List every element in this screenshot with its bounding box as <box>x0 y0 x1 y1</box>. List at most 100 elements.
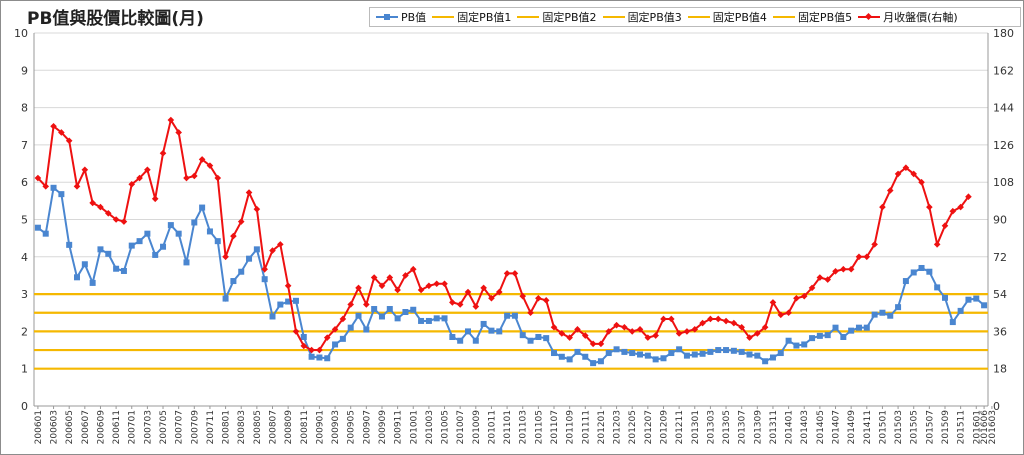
pb-point <box>613 346 620 353</box>
price-point <box>245 189 253 196</box>
pb-point <box>644 352 651 359</box>
pb-point <box>464 328 471 335</box>
y-left-tick-label: 9 <box>21 64 28 77</box>
x-tick-label: 201409 <box>847 410 857 445</box>
price-point <box>104 209 112 217</box>
x-tick-label: 201209 <box>659 410 669 445</box>
pb-point <box>965 296 972 303</box>
x-tick-label: 201207 <box>644 410 654 444</box>
legend-item: 固定PB值3 <box>602 9 682 25</box>
x-tick-label: 200609 <box>96 410 106 445</box>
x-tick-label: 201411 <box>863 410 873 444</box>
price-point <box>50 122 57 130</box>
x-tick-label: 201109 <box>566 410 576 445</box>
price-point <box>402 272 409 279</box>
price-point <box>816 274 824 281</box>
pb-point <box>128 242 135 249</box>
price-point <box>949 207 957 215</box>
pb-point <box>887 312 894 319</box>
legend-label: 固定PB值2 <box>542 11 597 24</box>
price-point <box>527 309 534 317</box>
pb-point <box>816 332 823 339</box>
pb-point <box>42 230 49 237</box>
pb-point <box>230 278 237 285</box>
price-point <box>136 174 143 182</box>
legend-label: 固定PB值5 <box>797 11 853 24</box>
price-point <box>675 330 683 337</box>
price-point <box>722 317 730 325</box>
price-point <box>237 218 245 225</box>
pb-point <box>410 306 417 313</box>
price-point <box>409 265 417 273</box>
y-left-tick-label: 8 <box>21 102 28 115</box>
x-tick-label: 200709 <box>190 410 200 445</box>
price-point <box>65 137 73 145</box>
pb-point <box>691 351 698 358</box>
pb-point <box>793 342 800 349</box>
price-point <box>464 288 472 296</box>
x-tick-label: 201205 <box>628 410 638 444</box>
legend-label: 固定PB值3 <box>627 11 682 24</box>
x-tick-label: 201203 <box>613 410 623 444</box>
legend-item: 固定PB值1 <box>432 9 511 25</box>
x-tick-label: 200809 <box>284 410 294 445</box>
pb-point <box>292 297 299 304</box>
pb-point <box>425 317 432 324</box>
price-point <box>871 241 878 248</box>
pb-point <box>754 352 761 359</box>
legend-item: 固定PB值4 <box>687 9 767 25</box>
price-point <box>691 326 699 333</box>
price-point <box>926 203 933 211</box>
price-point <box>120 218 128 225</box>
pb-point <box>590 360 597 367</box>
x-tick-label: 200703 <box>143 410 153 444</box>
pb-point <box>676 346 683 353</box>
x-tick-label: 201407 <box>832 410 842 444</box>
price-point <box>535 294 542 302</box>
y-right-tick-label: 126 <box>993 139 1014 152</box>
price-point <box>284 282 292 290</box>
pb-point <box>66 241 73 248</box>
price-point <box>503 270 511 277</box>
price-point <box>847 265 855 273</box>
pb-point <box>957 307 964 314</box>
x-tick-label: 201606 <box>980 410 990 445</box>
pb-point <box>840 333 847 340</box>
x-tick-label: 201603 <box>988 410 998 444</box>
x-tick-label: 200911 <box>394 410 404 444</box>
price-point <box>957 203 964 211</box>
x-tick-label: 200611 <box>112 410 122 444</box>
x-tick-label: 201601 <box>972 410 982 444</box>
price-point <box>261 265 268 273</box>
pb-point <box>160 243 167 250</box>
pb-point <box>253 246 260 253</box>
price-point <box>707 315 714 323</box>
x-tick-label: 200701 <box>128 410 138 444</box>
price-point <box>800 292 808 300</box>
x-tick-label: 200601 <box>34 410 44 444</box>
pb-point <box>777 350 784 357</box>
price-point <box>965 193 972 201</box>
x-tick-label: 201003 <box>425 410 435 444</box>
price-point <box>660 315 667 323</box>
price-point <box>832 268 839 275</box>
price-point <box>230 232 237 240</box>
price-point <box>941 222 949 230</box>
pb-point <box>339 335 346 342</box>
legend-item: PB值 <box>376 9 426 25</box>
price-point <box>668 315 675 323</box>
price-point <box>144 166 151 174</box>
price-point <box>699 319 706 327</box>
price-point <box>191 172 198 180</box>
pb-point <box>848 327 855 334</box>
pb-point <box>488 327 495 334</box>
y-left-tick-label: 4 <box>21 251 28 264</box>
price-point <box>433 280 441 288</box>
pb-point <box>355 312 362 319</box>
pb-point <box>597 358 604 365</box>
pb-point <box>981 302 988 309</box>
x-tick-label: 201405 <box>816 410 826 444</box>
price-point <box>449 299 456 306</box>
price-point <box>769 299 777 306</box>
